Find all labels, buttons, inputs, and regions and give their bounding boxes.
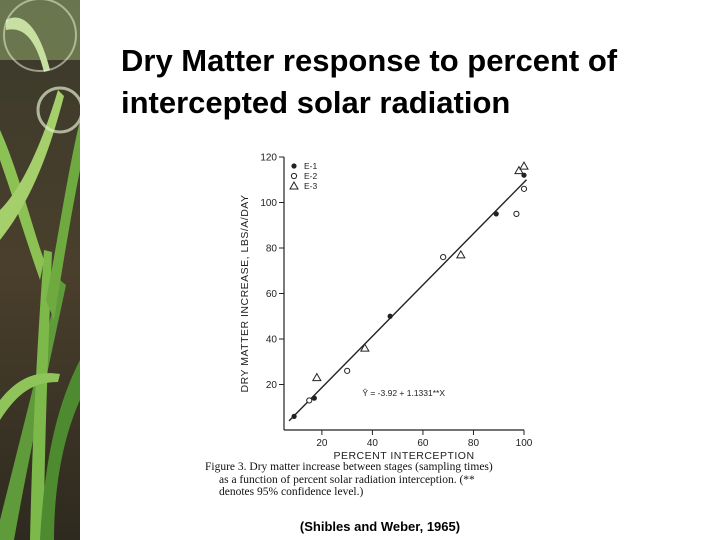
legend-marker-e2	[290, 172, 298, 180]
x-tick-label: 80	[468, 438, 480, 449]
y-tick-label: 120	[260, 153, 277, 164]
y-tick-label: 80	[266, 244, 278, 255]
y-tick-label: 20	[266, 380, 278, 391]
y-tick-label: 40	[266, 335, 278, 346]
y-axis-label: DRY MATTER INCREASE, LBS/A/DAY	[239, 194, 251, 392]
data-point-e3	[359, 343, 370, 352]
data-point-e1	[387, 313, 393, 319]
regression-line	[288, 179, 528, 422]
scatter-chart: 20 40 60 80 100 20 40 60 80 100 120 E-1E-2E-3 Ŷ = …	[239, 153, 532, 461]
data-point-e1	[311, 395, 317, 401]
slide-title: Dry Matter response to percent of interc…	[121, 40, 711, 124]
citation: (Shibles and Weber, 1965)	[299, 519, 461, 534]
x-tick-label: 40	[367, 438, 379, 449]
chart-legend: E-1E-2E-3	[289, 161, 318, 191]
legend-label-e1: E-1	[304, 161, 318, 171]
regression-equation: Ŷ = -3.92 + 1.1331**X	[362, 388, 445, 398]
legend-marker-e1	[291, 163, 297, 169]
regression-line-group	[288, 179, 528, 422]
figure-caption: Figure 3. Dry matter increase between st…	[205, 461, 565, 499]
data-point-e2	[306, 397, 313, 404]
data-point-e3	[519, 161, 529, 170]
data-point-e2	[440, 254, 447, 261]
slide-title-line-2: intercepted solar radiation	[121, 85, 511, 120]
x-axis-label: PERCENT INTERCEPTION	[333, 450, 474, 460]
data-point-e3	[311, 372, 322, 382]
caption-line-2: as a function of percent solar radiation…	[219, 473, 475, 486]
x-tick-label: 20	[316, 438, 328, 449]
caption-line-1: Figure 3. Dry matter increase between st…	[205, 461, 493, 473]
y-tick-label: 100	[260, 198, 277, 209]
axis-ticks: 20 40 60 80 100 20 40 60 80 100 120	[260, 153, 532, 450]
caption-line-3: denotes 95% confidence level.)	[219, 486, 364, 498]
data-point-e2	[513, 210, 520, 217]
slide-title-line-1: Dry Matter response to percent of	[121, 43, 618, 78]
data-point-e1	[493, 211, 499, 217]
x-tick-label: 100	[516, 438, 532, 449]
data-point-e3	[455, 249, 466, 259]
data-points	[291, 161, 529, 419]
data-point-e2	[344, 367, 351, 374]
legend-label-e2: E-2	[304, 171, 318, 181]
legend-marker-e3	[289, 180, 299, 190]
x-tick-label: 60	[417, 438, 429, 449]
corn-seedling-photo	[0, 0, 80, 540]
data-point-e1	[291, 413, 297, 419]
y-tick-label: 60	[266, 289, 278, 300]
data-point-e3	[514, 165, 524, 175]
legend-label-e3: E-3	[304, 181, 318, 191]
data-point-e2	[520, 185, 528, 192]
